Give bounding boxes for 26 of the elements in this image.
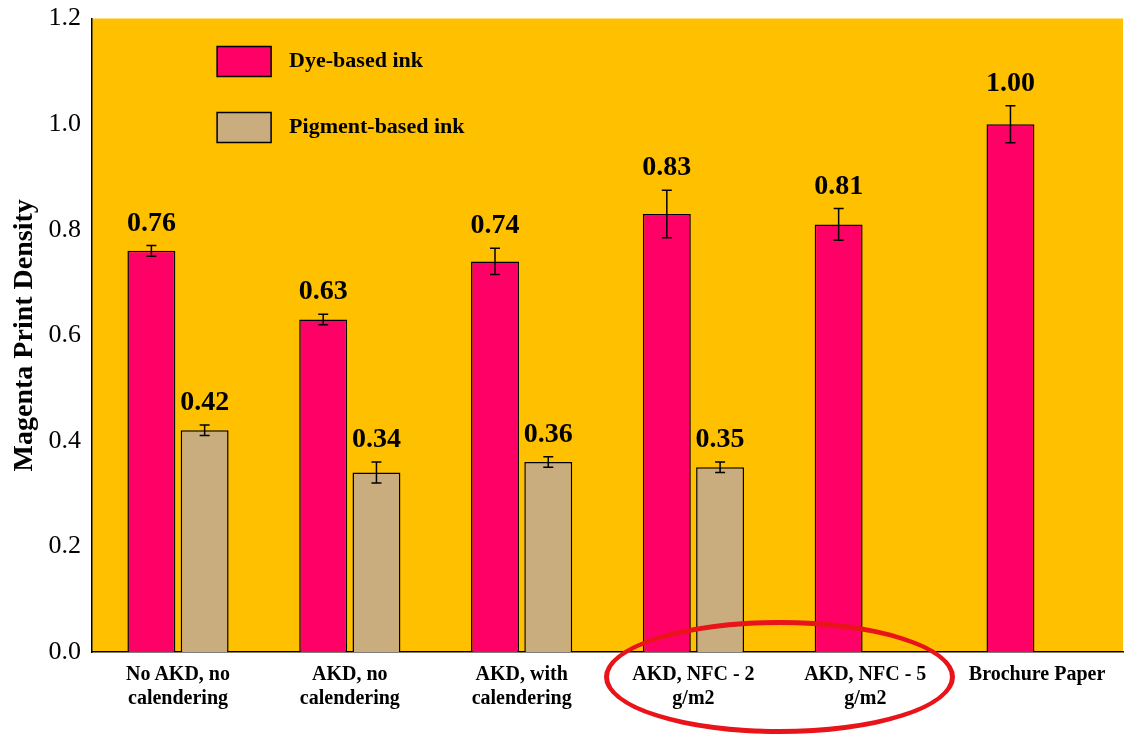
y-tick-label: 0.0 <box>48 635 82 665</box>
y-axis-title: Magenta Print Density <box>7 199 39 472</box>
x-tick-label: AKD, NFC - 5 g/m2 <box>804 662 927 710</box>
data-label: 0.63 <box>298 274 348 306</box>
y-tick-label: 0.6 <box>48 319 82 349</box>
x-tick-label: AKD, with calendering <box>471 662 572 710</box>
legend-label: Pigment-based ink <box>289 113 466 139</box>
data-label: 0.76 <box>126 205 176 237</box>
data-label: 0.36 <box>523 416 573 448</box>
y-tick-label: 0.4 <box>48 424 82 454</box>
x-tick-label: No AKD, no calendering <box>126 662 230 710</box>
x-tick-label: Brochure Paper <box>968 662 1106 686</box>
x-tick-label: AKD, no calendering <box>299 662 400 710</box>
y-tick-label: 0.2 <box>48 530 82 560</box>
y-tick-label: 0.8 <box>48 213 82 243</box>
data-label: 0.81 <box>814 168 864 200</box>
y-tick-label: 1.2 <box>48 2 82 32</box>
data-label: 0.42 <box>180 385 230 417</box>
y-tick-label: 1.0 <box>48 107 82 137</box>
legend-label: Dye-based ink <box>289 47 424 73</box>
x-tick-label: AKD, NFC - 2 g/m2 <box>632 662 755 710</box>
data-label: 0.83 <box>642 150 692 182</box>
data-label: 0.74 <box>470 208 520 240</box>
data-label: 0.35 <box>695 422 745 454</box>
data-label: 1.00 <box>985 65 1035 97</box>
data-label: 0.34 <box>351 422 401 454</box>
